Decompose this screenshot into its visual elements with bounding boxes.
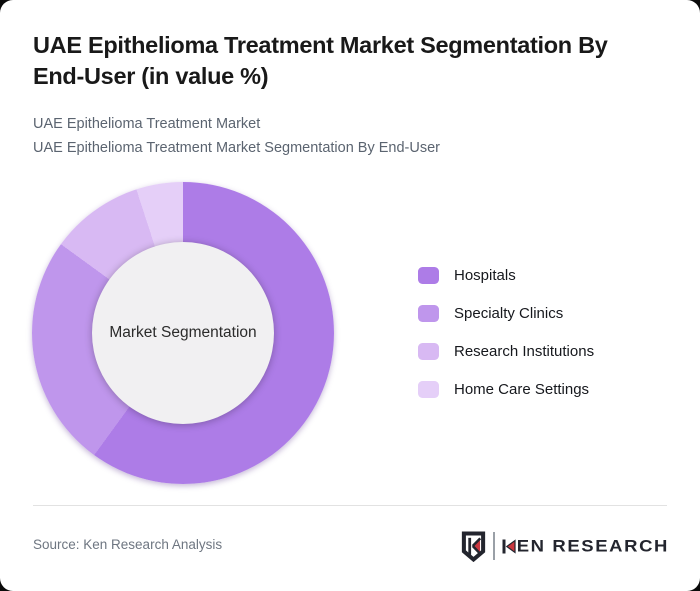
footer-divider: [33, 505, 667, 506]
brand-text: EN RESEARCH: [516, 535, 669, 556]
legend-label: Hospitals: [454, 267, 516, 284]
legend-label: Home Care Settings: [454, 381, 590, 398]
legend-item-home-care-settings[interactable]: Home Care Settings: [418, 381, 594, 398]
ken-research-shield-icon: [461, 531, 486, 562]
legend-swatch-specialty-clinics: [418, 305, 439, 322]
legend-swatch-home-care-settings: [418, 381, 439, 398]
chart-subtitles: UAE Epithelioma Treatment Market UAE Epi…: [33, 112, 440, 160]
page-title-line-2: End-User (in value %): [33, 63, 269, 89]
brand-wordmark: EN RESEARCH: [502, 535, 669, 557]
donut-center-label: Market Segmentation: [109, 324, 257, 341]
subtitle-line-1: UAE Epithelioma Treatment Market: [33, 116, 261, 132]
page-title: UAE Epithelioma Treatment Market Segment…: [33, 30, 693, 92]
page-title-line-1: UAE Epithelioma Treatment Market Segment…: [33, 32, 608, 58]
legend-item-specialty-clinics[interactable]: Specialty Clinics: [418, 305, 594, 322]
legend-label: Research Institutions: [454, 343, 595, 360]
legend-item-research-institutions[interactable]: Research Institutions: [418, 343, 594, 360]
legend-label: Specialty Clinics: [454, 305, 564, 322]
legend-item-hospitals[interactable]: Hospitals: [418, 267, 594, 284]
legend-swatch-hospitals: [418, 267, 439, 284]
subtitle-line-2: UAE Epithelioma Treatment Market Segment…: [33, 140, 440, 156]
donut-hole: Market Segmentation: [92, 242, 274, 424]
legend-swatch-research-institutions: [418, 343, 439, 360]
source-note: Source: Ken Research Analysis: [33, 537, 223, 552]
ken-research-logo: EN RESEARCH: [461, 529, 669, 563]
brand-k-icon: [502, 538, 516, 554]
donut-chart: Market Segmentation: [32, 182, 334, 484]
logo-divider: [492, 532, 495, 560]
legend: Hospitals Specialty Clinics Research Ins…: [418, 267, 594, 419]
